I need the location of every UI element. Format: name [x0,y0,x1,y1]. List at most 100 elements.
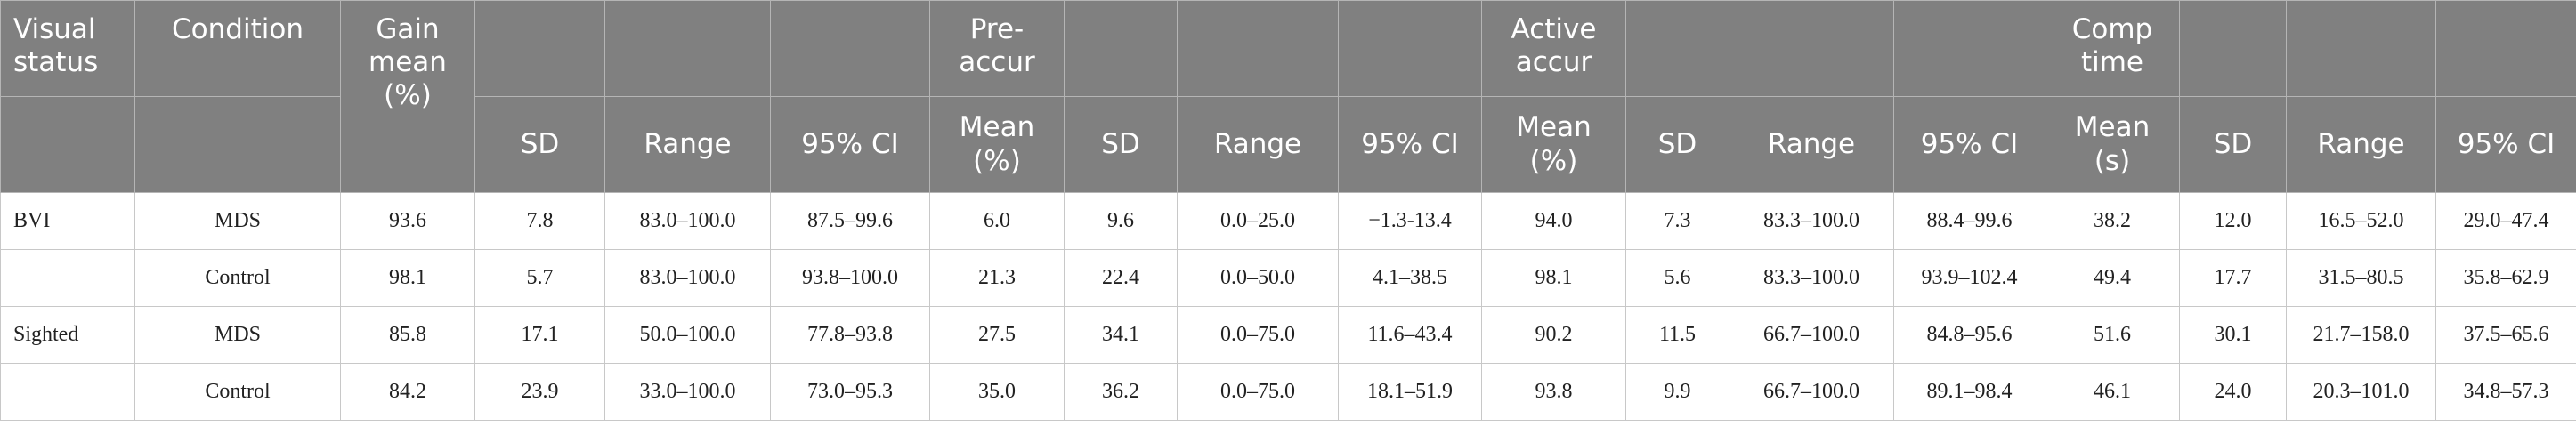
table-cell: MDS [134,192,341,250]
table-cell: 66.7–100.0 [1729,306,1894,364]
table-cell: 88.4–99.6 [1893,192,2045,250]
table-cell: 23.9 [474,363,605,421]
table-cell: 98.1 [340,249,475,307]
table-cell: 93.9–102.4 [1893,249,2045,307]
header-cell: 95% CI [1338,96,1482,193]
header-cell: SD [474,96,605,193]
table-cell: Control [134,363,341,421]
table-cell: 9.9 [1625,363,1729,421]
table-cell: 22.4 [1064,249,1178,307]
table-cell: 85.8 [340,306,475,364]
table-cell: 30.1 [2179,306,2287,364]
table-cell: 9.6 [1064,192,1178,250]
table-cell: 84.8–95.6 [1893,306,2045,364]
table-cell: 66.7–100.0 [1729,363,1894,421]
table-cell: 87.5–99.6 [770,192,930,250]
table-cell: 4.1–38.5 [1338,249,1482,307]
table-cell: 12.0 [2179,192,2287,250]
header-cell [474,0,605,97]
header-cell: Range [1729,96,1894,193]
table-row: Sighted MDS 85.8 17.1 50.0–100.0 77.8–93.8 27.… [0,306,2576,364]
header-cell: Range [604,96,771,193]
header-cell: Mean (%) [1481,96,1626,193]
table-cell: 0.0–75.0 [1177,363,1339,421]
table-cell: 83.3–100.0 [1729,192,1894,250]
table-cell: 83.3–100.0 [1729,249,1894,307]
table-cell: 83.0–100.0 [604,249,771,307]
table-cell: 11.5 [1625,306,1729,364]
table-cell: 73.0–95.3 [770,363,930,421]
table-cell: 35.0 [929,363,1065,421]
header-cell: Active accur [1481,0,1626,97]
table-cell: 11.6–43.4 [1338,306,1482,364]
table-row: BVI MDS 93.6 7.8 83.0–100.0 87.5–99.6 6.0 9.6 0.… [0,192,2576,250]
table-cell: 93.8 [1481,363,1626,421]
header-cell: SD [1064,96,1178,193]
table-cell: 31.5–80.5 [2286,249,2436,307]
table-cell: 24.0 [2179,363,2287,421]
header-cell: Condition [134,0,341,97]
table-cell: 0.0–50.0 [1177,249,1339,307]
header-row: Visual status Condition Gain mean (%) Pre-a… [0,0,2576,193]
table-cell: 36.2 [1064,363,1178,421]
header-cell: Range [1177,96,1339,193]
header-cell [1064,0,1178,97]
table-cell: 17.1 [474,306,605,364]
table-cell: 21.7–158.0 [2286,306,2436,364]
header-cell: Comp time [2045,0,2180,97]
header-row: SD Range 95% CI Mean (%) SD Range 95% CI Mean (… [0,96,2576,193]
table-cell: 98.1 [1481,249,1626,307]
header-cell [1893,0,2045,97]
table-cell: 29.0–47.4 [2435,192,2576,250]
table-cell: 94.0 [1481,192,1626,250]
header-cell [1177,0,1339,97]
table-cell: 50.0–100.0 [604,306,771,364]
header-cell [1338,0,1482,97]
table-cell: 17.7 [2179,249,2287,307]
header-cell: 95% CI [770,96,930,193]
header-cell: Range [2286,96,2436,193]
table-cell: 21.3 [929,249,1065,307]
table-cell: 49.4 [2045,249,2180,307]
table-cell [0,363,135,421]
table-cell: Control [134,249,341,307]
table-cell: 0.0–25.0 [1177,192,1339,250]
header-cell [134,96,341,193]
table-cell: 18.1–51.9 [1338,363,1482,421]
table-cell: 84.2 [340,363,475,421]
header-cell: SD [2179,96,2287,193]
table-cell: Sighted [0,306,135,364]
header-cell [0,96,135,193]
header-cell [604,0,771,97]
table-cell: BVI [0,192,135,250]
table-cell: −1.3-13.4 [1338,192,1482,250]
header-cell [770,0,930,97]
header-cell: 95% CI [2435,96,2576,193]
table-cell: 38.2 [2045,192,2180,250]
header-cell [2179,0,2287,97]
table-cell: 46.1 [2045,363,2180,421]
table-cell: 34.1 [1064,306,1178,364]
header-cell [2435,0,2576,97]
table-cell: 77.8–93.8 [770,306,930,364]
table-cell: 7.8 [474,192,605,250]
table-cell: 20.3–101.0 [2286,363,2436,421]
table-header: Visual status Condition Gain mean (%) Pre-a… [0,0,2576,193]
table-cell: 6.0 [929,192,1065,250]
table-cell: 7.3 [1625,192,1729,250]
header-cell: 95% CI [1893,96,2045,193]
table-cell: 93.6 [340,192,475,250]
header-cell: Mean (%) [929,96,1065,193]
header-cell [2286,0,2436,97]
header-cell: Visual status [0,0,135,97]
table-cell: 89.1–98.4 [1893,363,2045,421]
header-cell: Gain mean (%) [340,0,475,193]
table-cell: 16.5–52.0 [2286,192,2436,250]
table-cell: 0.0–75.0 [1177,306,1339,364]
results-table: Visual status Condition Gain mean (%) Pre-a… [0,0,2576,421]
header-cell: Mean (s) [2045,96,2180,193]
table-cell: 5.7 [474,249,605,307]
header-cell: SD [1625,96,1729,193]
table-cell: 33.0–100.0 [604,363,771,421]
